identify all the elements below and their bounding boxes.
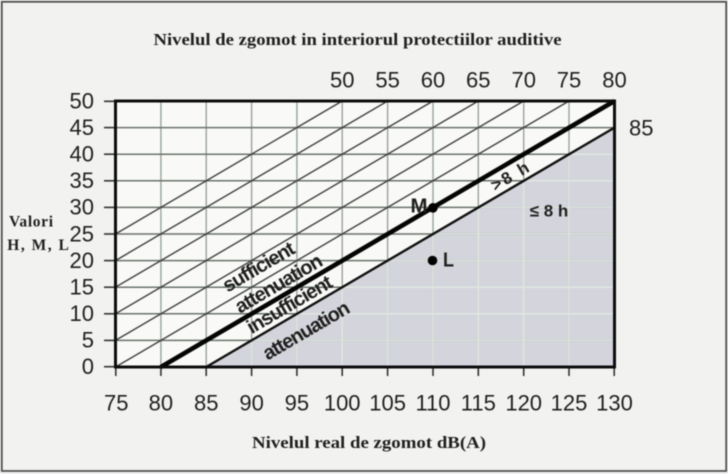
svg-text:85: 85 xyxy=(629,116,653,141)
svg-text:25: 25 xyxy=(70,221,94,246)
svg-text:40: 40 xyxy=(70,142,94,167)
svg-text:80: 80 xyxy=(602,68,626,93)
svg-text:80: 80 xyxy=(149,391,173,416)
svg-text:20: 20 xyxy=(70,248,94,273)
svg-text:30: 30 xyxy=(70,195,94,220)
svg-text:110: 110 xyxy=(415,391,450,416)
svg-text:10: 10 xyxy=(70,301,94,326)
svg-text:105: 105 xyxy=(369,391,406,416)
svg-text:75: 75 xyxy=(557,68,581,93)
svg-text:100: 100 xyxy=(324,391,361,416)
svg-text:85: 85 xyxy=(194,391,218,416)
svg-text:50: 50 xyxy=(70,89,94,114)
svg-text:65: 65 xyxy=(466,68,490,93)
svg-text:125: 125 xyxy=(551,391,588,416)
svg-text:5: 5 xyxy=(82,328,94,353)
svg-text:60: 60 xyxy=(421,68,445,93)
svg-text:M: M xyxy=(411,196,428,218)
svg-text:35: 35 xyxy=(70,168,94,193)
svg-text:Valori: Valori xyxy=(9,214,54,231)
svg-text:Nivelul de zgomot in interioru: Nivelul de zgomot in interiorul protecti… xyxy=(154,30,562,49)
svg-text:0: 0 xyxy=(82,354,94,379)
svg-text:75: 75 xyxy=(104,391,128,416)
svg-text:120: 120 xyxy=(505,391,542,416)
svg-text:15: 15 xyxy=(70,275,94,300)
svg-text:130: 130 xyxy=(596,391,633,416)
svg-text:55: 55 xyxy=(375,68,399,93)
svg-text:50: 50 xyxy=(330,68,354,93)
svg-text:95: 95 xyxy=(285,391,309,416)
svg-text:≤ 8 h: ≤ 8 h xyxy=(530,202,569,221)
svg-text:H, M, L: H, M, L xyxy=(7,237,69,254)
svg-text:70: 70 xyxy=(511,68,535,93)
svg-text:115: 115 xyxy=(461,391,496,416)
svg-text:90: 90 xyxy=(239,391,263,416)
svg-text:45: 45 xyxy=(70,115,94,140)
svg-text:Nivelul real de zgomot dB(A): Nivelul real de zgomot dB(A) xyxy=(252,433,486,452)
svg-text:L: L xyxy=(443,250,454,272)
